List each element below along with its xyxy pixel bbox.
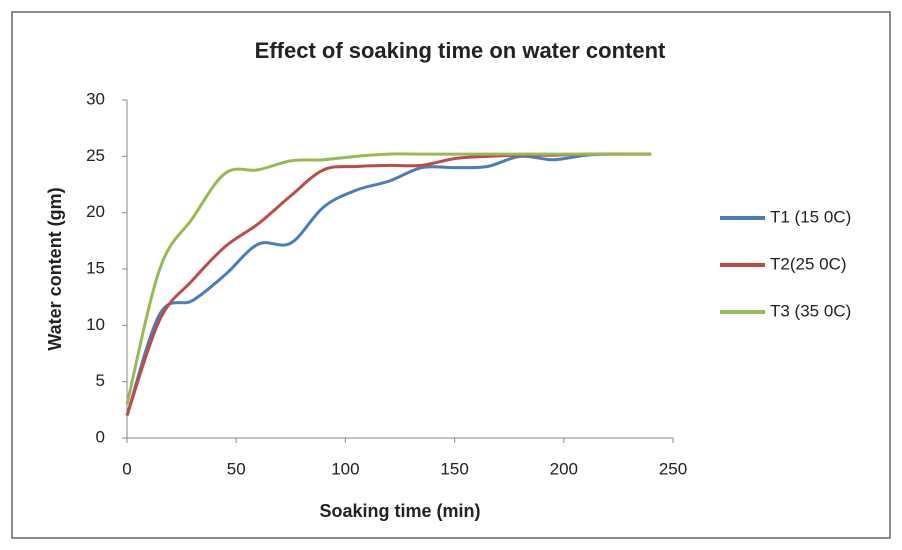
x-tick-label: 200 [550,459,578,478]
y-tick-label: 20 [86,202,105,221]
legend-label: T3 (35 0C) [770,301,851,320]
y-tick-label: 0 [96,427,105,446]
y-tick-label: 30 [86,89,105,108]
x-tick-label: 100 [331,459,359,478]
series-line [125,152,652,405]
y-axis-title: Water content (gm) [45,187,65,350]
x-axis-title: Soaking time (min) [319,501,480,521]
legend-label: T2(25 0C) [770,254,847,273]
x-tick-label: 150 [440,459,468,478]
y-tick-label: 5 [96,371,105,390]
x-tick-label: 250 [659,459,687,478]
chart-title: Effect of soaking time on water content [255,38,666,63]
y-tick-label: 10 [86,315,105,334]
y-tick-label: 15 [86,258,105,277]
y-tick-label: 25 [86,146,105,165]
x-tick-label: 50 [227,459,246,478]
x-tick-label: 0 [122,459,131,478]
legend-label: T1 (15 0C) [770,207,851,226]
series-line [125,152,652,416]
